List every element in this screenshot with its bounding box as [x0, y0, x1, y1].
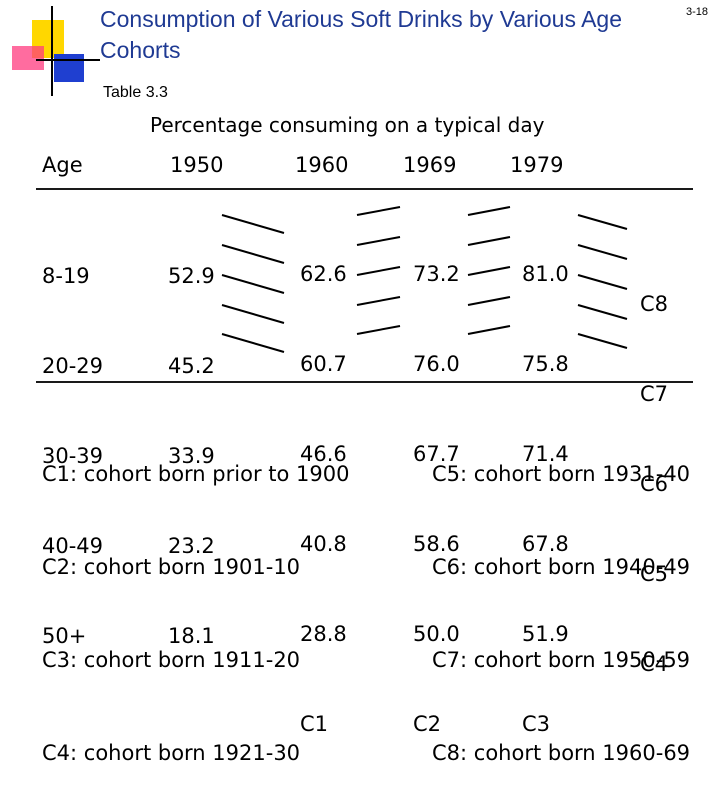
value-cell: 71.4: [522, 442, 569, 466]
connector-line: [577, 274, 628, 290]
connector-line: [577, 333, 628, 349]
cohort-label: C7: [640, 382, 669, 406]
legend-item: C7: cohort born 1950-59: [432, 648, 691, 672]
legend-item: C4: cohort born 1921-30: [42, 741, 301, 765]
value-cell: 62.6: [300, 262, 347, 286]
connector-line: [356, 266, 401, 276]
value-cell: 73.2: [413, 262, 460, 286]
legend-item: C5: cohort born 1931-40: [432, 462, 691, 486]
value-cell: 81.0: [522, 262, 569, 286]
header-1960: 1960: [295, 153, 349, 177]
legend-divider: [36, 381, 693, 383]
age-cell: 30-39: [42, 444, 104, 468]
connector-line: [221, 333, 285, 353]
connector-line: [577, 304, 628, 320]
connector-line: [356, 236, 401, 246]
table-label: Table 3.3: [103, 84, 168, 101]
square-logo-icon: [12, 6, 100, 96]
slide-title: Consumption of Various Soft Drinks by Va…: [100, 6, 623, 63]
legend-item: C8: cohort born 1960-69: [432, 741, 691, 765]
decorative-logo: [0, 0, 100, 100]
cohort-legend-right: C5: cohort born 1931-40 C6: cohort born …: [432, 397, 690, 800]
cohort-label: C8: [640, 292, 669, 316]
connector-line: [577, 244, 628, 260]
connector-line: [221, 214, 285, 234]
connector-line: [221, 244, 285, 264]
age-cell: 8-19: [42, 264, 90, 288]
table-subtitle: Percentage consuming on a typical day: [150, 113, 545, 137]
cohort-label: C6: [640, 472, 669, 496]
value-cell: 52.9: [168, 264, 215, 288]
header-1950: 1950: [170, 153, 224, 177]
value-cell: 45.2: [168, 354, 215, 378]
connector-line: [467, 325, 511, 335]
header-divider: [36, 188, 693, 190]
connector-line: [467, 236, 511, 246]
value-cell: 67.7: [413, 442, 460, 466]
connector-line: [467, 206, 511, 216]
connector-line: [221, 304, 285, 324]
age-cell: 20-29: [42, 354, 104, 378]
value-cell: 46.6: [300, 442, 347, 466]
connector-line: [221, 274, 285, 294]
connector-line: [356, 206, 401, 216]
header-1969: 1969: [403, 153, 457, 177]
connector-line: [577, 214, 628, 230]
connector-line: [467, 296, 511, 306]
value-cell: 76.0: [413, 352, 460, 376]
legend-item: C3: cohort born 1911-20: [42, 648, 301, 672]
connector-line: [467, 266, 511, 276]
value-cell: 75.8: [522, 352, 569, 376]
legend-item: C2: cohort born 1901-10: [42, 555, 301, 579]
slide-number: 3-18: [685, 6, 708, 18]
connector-line: [356, 325, 401, 335]
header-age: Age: [42, 153, 83, 177]
header-1979: 1979: [510, 153, 564, 177]
cohort-legend-left: C1: cohort born prior to 1900 C2: cohort…: [42, 397, 349, 800]
cohort-connector-lines: [221, 206, 628, 353]
connector-line: [356, 296, 401, 306]
value-cell: 60.7: [300, 352, 347, 376]
legend-item: C1: cohort born prior to 1900: [42, 462, 350, 486]
value-cell: 33.9: [168, 444, 215, 468]
legend-item: C6: cohort born 1940-49: [432, 555, 691, 579]
